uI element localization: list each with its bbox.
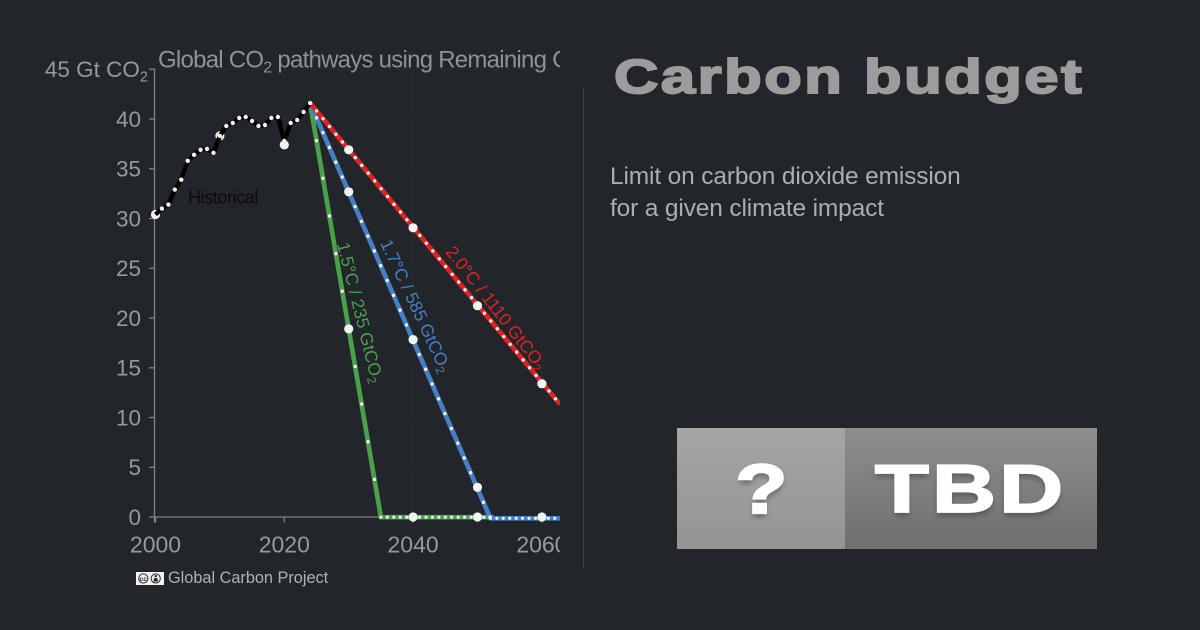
svg-text:20: 20 bbox=[116, 306, 141, 331]
svg-text:45 Gt CO2: 45 Gt CO2 bbox=[45, 57, 148, 86]
svg-text:2040: 2040 bbox=[388, 532, 439, 558]
svg-text:10: 10 bbox=[116, 405, 141, 430]
svg-text:5: 5 bbox=[128, 455, 141, 480]
svg-text:40: 40 bbox=[116, 107, 141, 132]
svg-text:25: 25 bbox=[116, 256, 141, 281]
svg-text:15: 15 bbox=[116, 356, 141, 381]
svg-text:cc: cc bbox=[140, 575, 148, 582]
svg-text:0: 0 bbox=[128, 505, 141, 530]
svg-text:30: 30 bbox=[116, 206, 141, 231]
svg-text:Historical: Historical bbox=[188, 188, 258, 208]
svg-text:2060: 2060 bbox=[516, 532, 560, 558]
svg-text:Global CO2 pathways using Rema: Global CO2 pathways using Remaining Carb… bbox=[158, 47, 560, 77]
svg-text:35: 35 bbox=[116, 157, 141, 182]
svg-text:2000: 2000 bbox=[130, 532, 181, 558]
svg-text:2.0°C / 1110 GtCO2: 2.0°C / 1110 GtCO2 bbox=[440, 242, 551, 375]
svg-text:1.7°C / 585 GtCO2: 1.7°C / 585 GtCO2 bbox=[374, 236, 455, 376]
svg-text:2020: 2020 bbox=[259, 532, 310, 558]
